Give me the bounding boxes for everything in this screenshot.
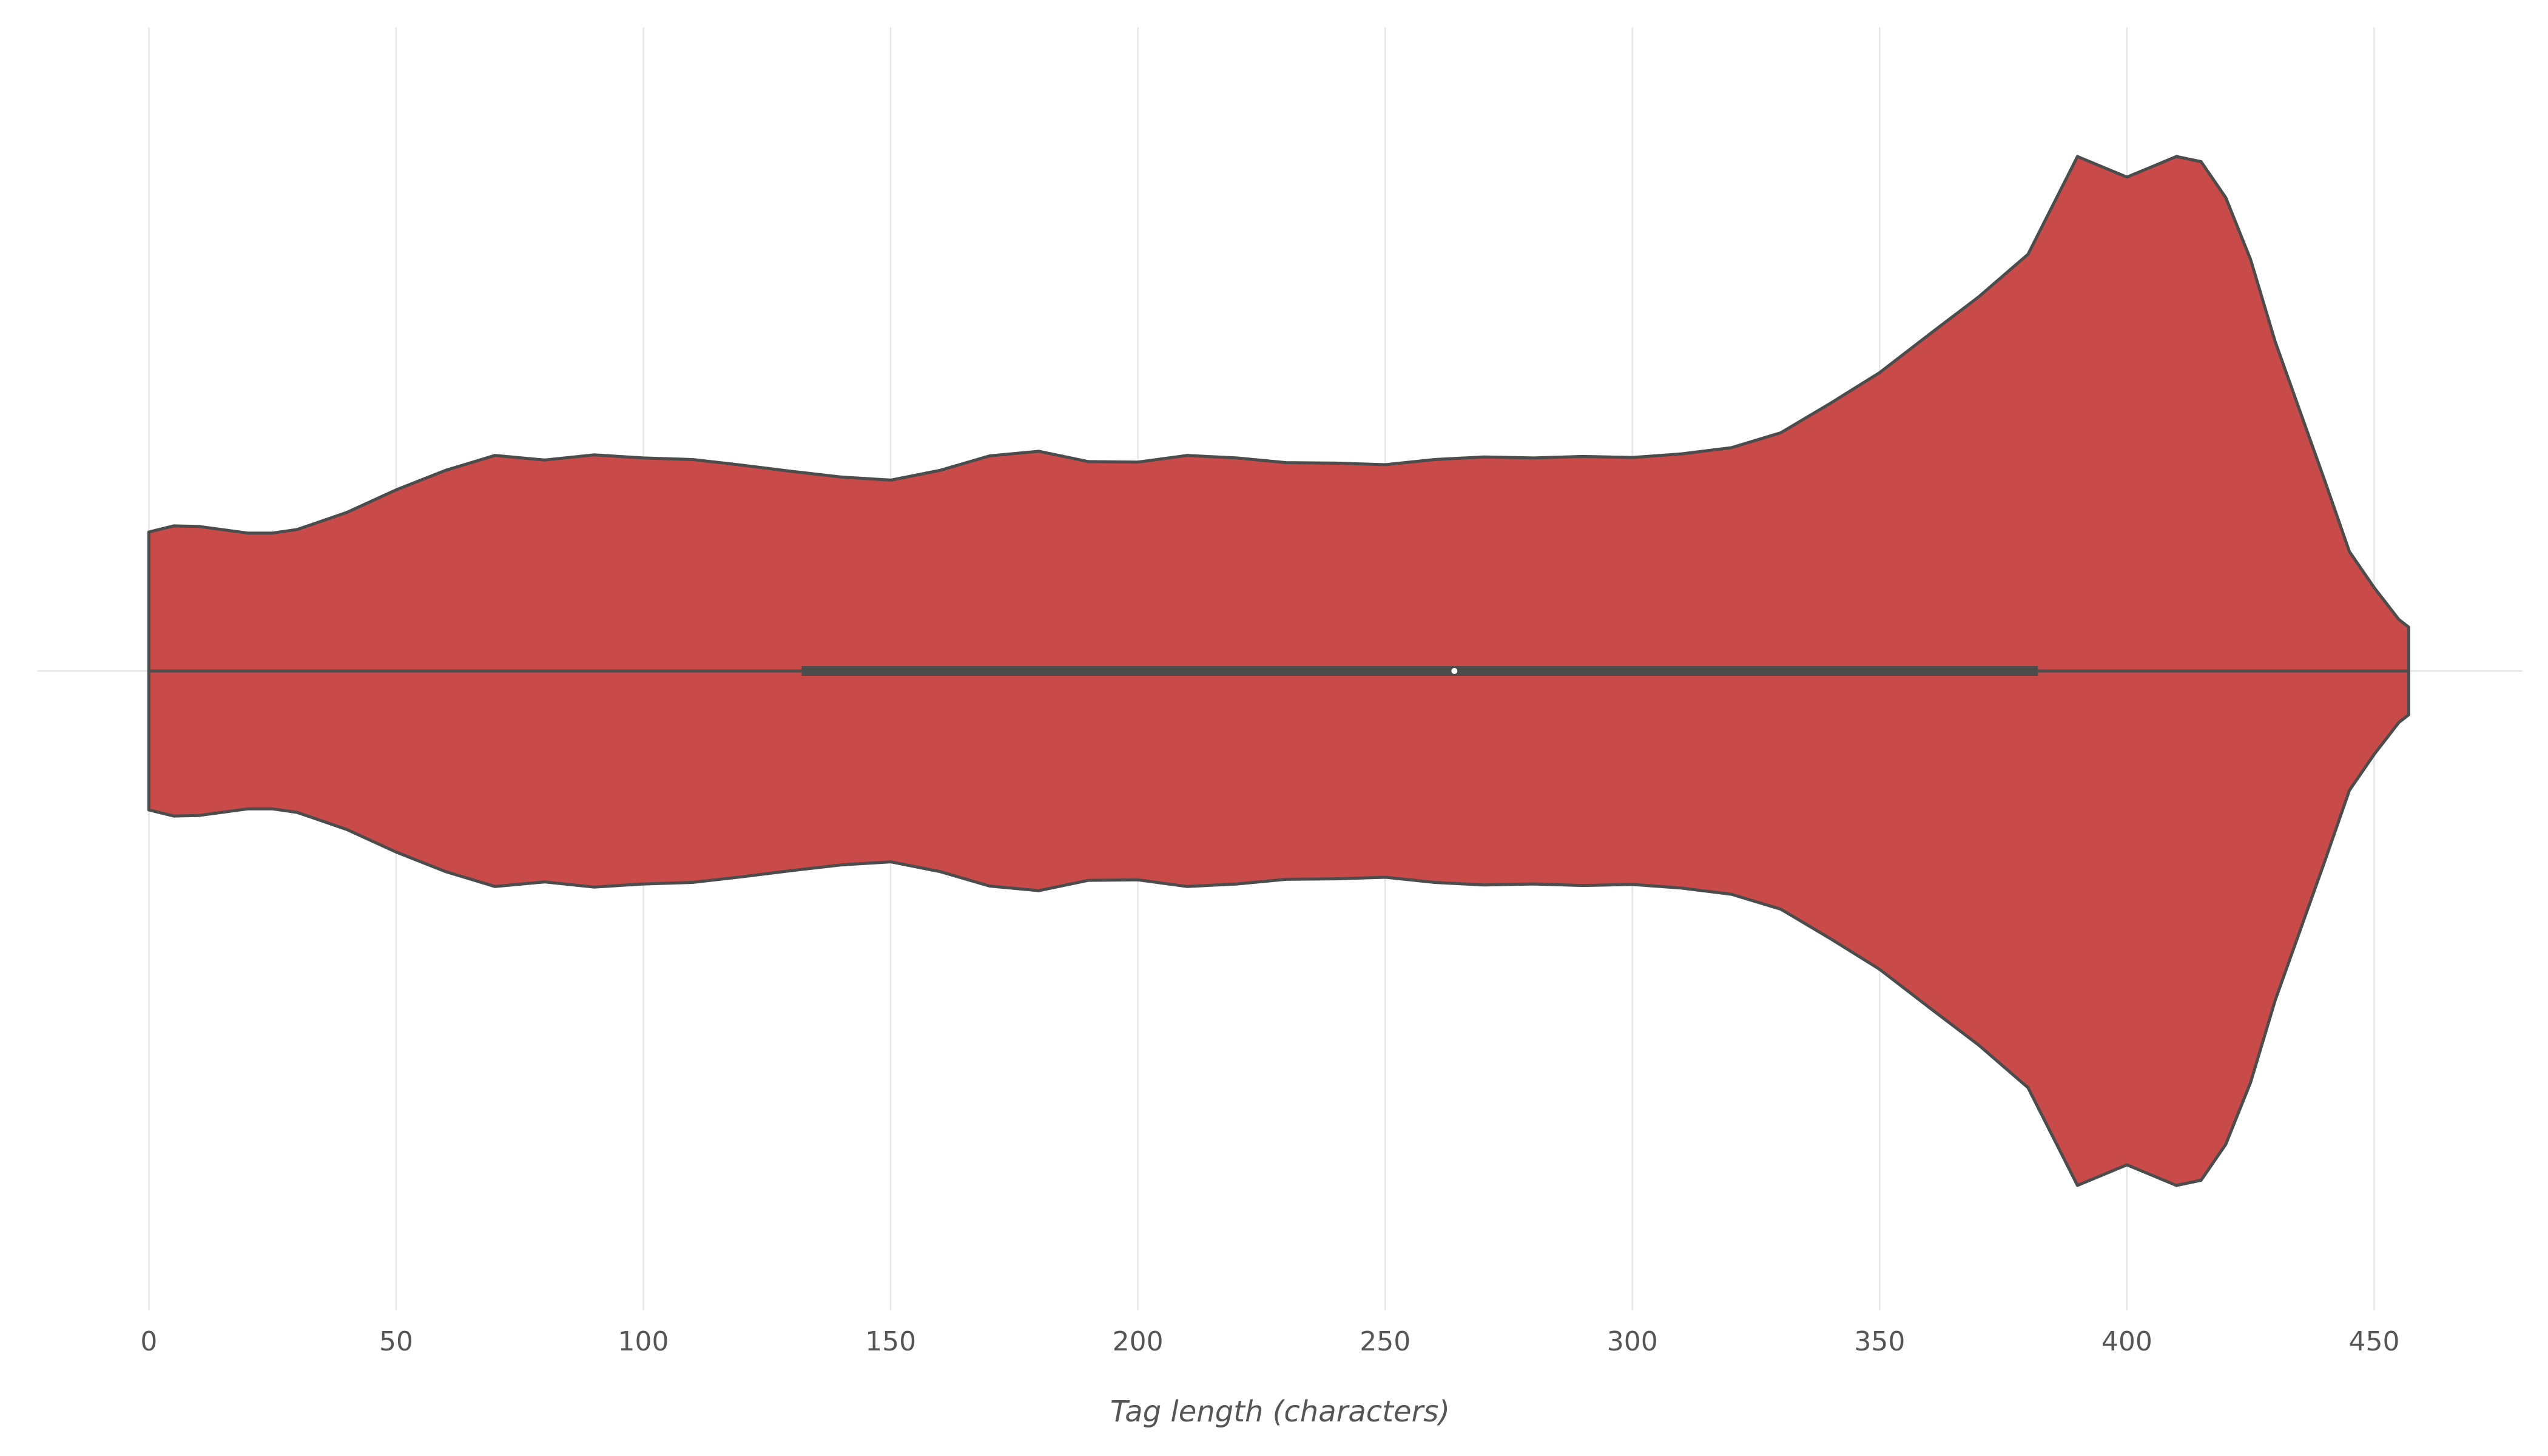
x-tick-label-200: 200 — [1113, 1326, 1164, 1357]
x-tick-label-50: 50 — [379, 1326, 413, 1357]
x-axis-ticks: 0 50 100 150 200 250 300 350 400 450 — [140, 1326, 2399, 1357]
x-axis-label: Tag length (characters) — [1110, 1395, 1450, 1429]
x-tick-label-100: 100 — [618, 1326, 669, 1357]
x-tick-label-350: 350 — [1854, 1326, 1905, 1357]
violin-plot — [147, 155, 2410, 1187]
x-tick-label-0: 0 — [140, 1326, 157, 1357]
x-tick-label-400: 400 — [2101, 1326, 2152, 1357]
violin-median-point — [1451, 668, 1458, 674]
x-tick-label-250: 250 — [1360, 1326, 1410, 1357]
x-tick-label-150: 150 — [865, 1326, 916, 1357]
x-tick-label-450: 450 — [2348, 1326, 2399, 1357]
x-tick-label-300: 300 — [1607, 1326, 1658, 1357]
